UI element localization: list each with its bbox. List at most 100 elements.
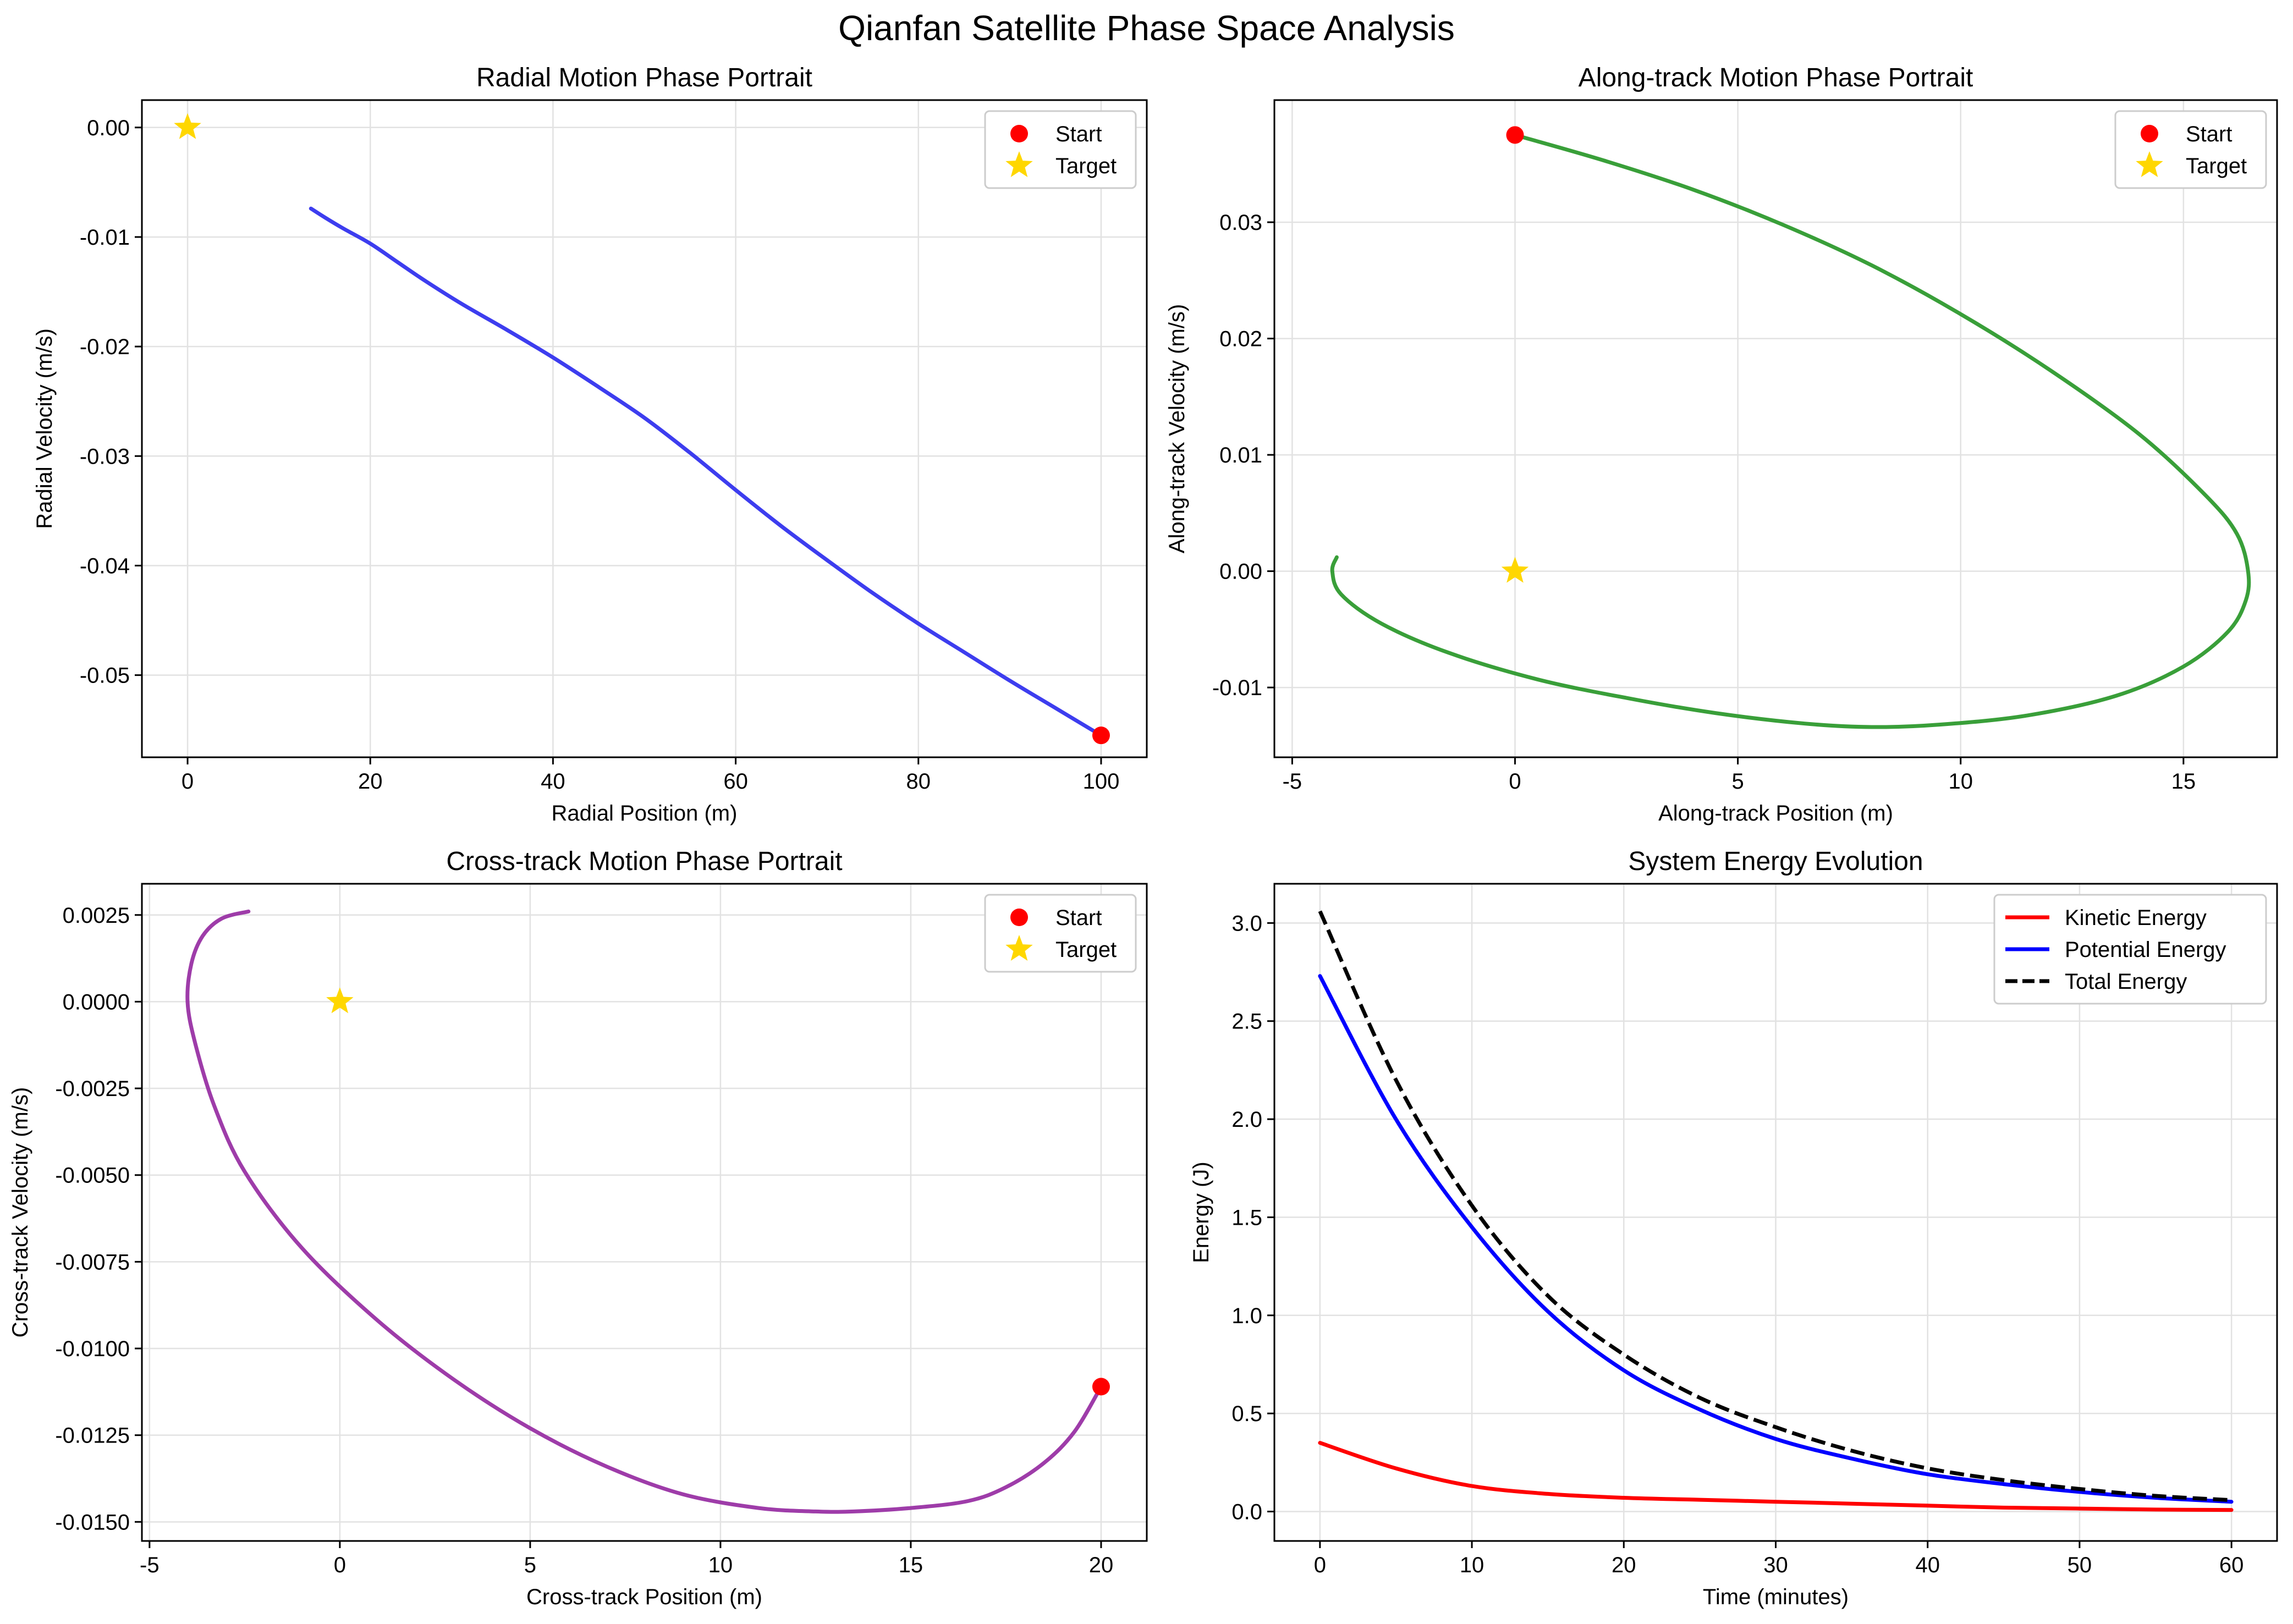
plot-frame <box>141 883 1148 1542</box>
y-tick-label: -0.0050 <box>55 1164 130 1188</box>
legend-target-marker <box>1005 935 1033 961</box>
plot-area <box>309 206 1103 737</box>
trajectory-line <box>1330 133 2251 729</box>
legend: Start Target <box>984 110 1137 189</box>
y-tick-label: -0.01 <box>1212 676 1262 700</box>
y-tick-label: 0.03 <box>1219 211 1262 235</box>
x-tick-label: 5 <box>524 1553 536 1577</box>
y-tick-label: -0.0025 <box>55 1077 130 1101</box>
y-tick-label: 2.0 <box>1231 1108 1262 1132</box>
y-tick-label: 3.0 <box>1231 911 1262 935</box>
trajectory-line <box>309 206 1103 737</box>
y-tick-label: -0.0150 <box>55 1510 130 1534</box>
y-tick-label: -0.04 <box>80 554 130 578</box>
y-tick-label: 0.0000 <box>63 990 130 1014</box>
y-axis-label: Energy (J) <box>1189 1161 1213 1263</box>
legend-label: Total Energy <box>2065 970 2187 994</box>
x-tick-label: 40 <box>1915 1553 1940 1577</box>
legend-label: Target <box>1055 154 1117 178</box>
target-marker <box>1501 557 1529 583</box>
x-axis-label: Radial Position (m) <box>552 801 738 825</box>
y-tick-label: 0.01 <box>1219 443 1262 467</box>
start-marker <box>1092 726 1110 745</box>
legend-label: Start <box>2186 122 2232 146</box>
legend-target-marker <box>1005 151 1033 177</box>
x-axis-label: Time (minutes) <box>1703 1585 1849 1609</box>
figure-title: Qianfan Satellite Phase Space Analysis <box>838 8 1455 48</box>
x-tick-label: 20 <box>1089 1553 1114 1577</box>
x-tick-label: 15 <box>899 1553 923 1577</box>
legend-label: Kinetic Energy <box>2065 906 2207 930</box>
legend-target-marker <box>2136 151 2163 177</box>
legend-label: Start <box>1055 906 1102 930</box>
x-tick-label: -5 <box>1283 769 1302 794</box>
y-axis-label: Radial Velocity (m/s) <box>32 328 57 529</box>
series-line-kinetic-energy <box>1318 1441 2234 1512</box>
x-tick-label: 0 <box>1314 1553 1326 1577</box>
x-tick-label: 60 <box>2219 1553 2244 1577</box>
x-tick-label: 50 <box>2067 1553 2092 1577</box>
y-tick-label: 1.5 <box>1231 1205 1262 1230</box>
y-tick-label: -0.01 <box>80 225 130 250</box>
x-tick-label: -5 <box>140 1553 160 1577</box>
x-tick-label: 0 <box>334 1553 346 1577</box>
x-tick-label: 10 <box>1948 769 1973 794</box>
chart-panel-2: -5 0 5 10 15 0.03 0.02 0.01 0.00 -0.01 Along-track… <box>1165 63 2278 825</box>
x-tick-label: 15 <box>2171 769 2196 794</box>
chart-panel-4: 0 10 20 30 40 50 60 0.0 0.5 1.0 1.5 2.0 2.5 3.0 System… <box>1189 847 2278 1609</box>
plot-area <box>185 909 1103 1514</box>
legend: Start Target <box>984 894 1137 973</box>
plot-area <box>1330 133 2251 729</box>
x-tick-label: 100 <box>1083 769 1120 794</box>
y-tick-label: 0.5 <box>1231 1402 1262 1426</box>
y-tick-label: -0.0075 <box>55 1250 130 1274</box>
chart-panel-3: -5 0 5 10 15 20 0.0025 0.0000 -0.0025 -0.0050 -0.0… <box>8 847 1148 1609</box>
x-tick-label: 60 <box>723 769 748 794</box>
x-tick-label: 0 <box>182 769 194 794</box>
x-tick-label: 80 <box>906 769 931 794</box>
y-tick-label: -0.05 <box>80 664 130 688</box>
chart-title: Radial Motion Phase Portrait <box>476 63 812 92</box>
y-tick-label: 1.0 <box>1231 1304 1262 1328</box>
trajectory-line <box>185 909 1103 1514</box>
y-axis-label: Along-track Velocity (m/s) <box>1165 304 1189 553</box>
x-axis-label: Along-track Position (m) <box>1658 801 1893 825</box>
x-axis-label: Cross-track Position (m) <box>526 1585 762 1609</box>
legend-start-marker <box>2141 125 2158 142</box>
chart-title: Cross-track Motion Phase Portrait <box>446 847 842 876</box>
chart-title: System Energy Evolution <box>1628 847 1923 876</box>
chart-panel-1: 0 20 40 60 80 100 0.00 -0.01 -0.02 -0.03 -0.04 -0.0… <box>32 63 1148 825</box>
y-tick-label: 0.02 <box>1219 327 1262 351</box>
series-line-potential-energy <box>1318 974 2234 1504</box>
y-tick-label: 0.0025 <box>63 904 130 928</box>
legend-label: Target <box>1055 938 1117 962</box>
plot-frame <box>141 99 1148 758</box>
y-axis-label: Cross-track Velocity (m/s) <box>8 1087 32 1338</box>
x-tick-label: 10 <box>708 1553 733 1577</box>
legend-label: Start <box>1055 122 1102 146</box>
legend-box <box>1993 894 2267 1005</box>
x-tick-label: 0 <box>1509 769 1521 794</box>
y-tick-label: 0.00 <box>1219 560 1262 584</box>
y-tick-label: -0.03 <box>80 444 130 469</box>
chart-title: Along-track Motion Phase Portrait <box>1579 63 1973 92</box>
x-tick-label: 20 <box>1612 1553 1636 1577</box>
legend: Kinetic Energy Potential Energy Total Ener… <box>1993 894 2267 1005</box>
x-tick-label: 10 <box>1460 1553 1484 1577</box>
plot-area <box>1318 910 2234 1512</box>
x-tick-label: 5 <box>1732 769 1744 794</box>
legend: Start Target <box>2114 110 2267 189</box>
start-marker <box>1506 126 1524 144</box>
legend-start-marker <box>1010 909 1028 926</box>
y-tick-label: 2.5 <box>1231 1010 1262 1034</box>
series-line-total-energy <box>1318 910 2232 1502</box>
y-tick-label: 0.00 <box>87 116 130 140</box>
target-marker <box>326 987 354 1014</box>
y-tick-label: 0.0 <box>1231 1500 1262 1524</box>
y-tick-label: -0.02 <box>80 335 130 359</box>
legend-label: Potential Energy <box>2065 938 2226 962</box>
y-tick-label: -0.0100 <box>55 1337 130 1361</box>
target-marker <box>174 113 201 139</box>
plot-frame <box>1273 99 2278 758</box>
